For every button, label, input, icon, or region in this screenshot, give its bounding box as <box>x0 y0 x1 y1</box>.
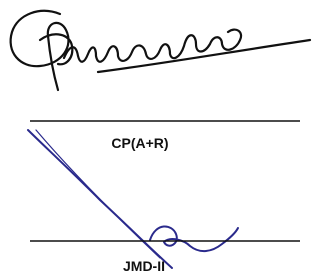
signature-sheet: CP(A+R) JMD-II <box>0 0 316 278</box>
signature-stroke <box>150 226 238 251</box>
signature-stroke <box>11 11 69 90</box>
signature-label: JMD-II <box>123 258 165 274</box>
page: CP(A+R) JMD-II (() => { const data = JSO… <box>0 0 316 278</box>
signature-stroke <box>64 30 241 62</box>
signature-1 <box>11 11 310 90</box>
signature-label: CP(A+R) <box>111 135 168 151</box>
